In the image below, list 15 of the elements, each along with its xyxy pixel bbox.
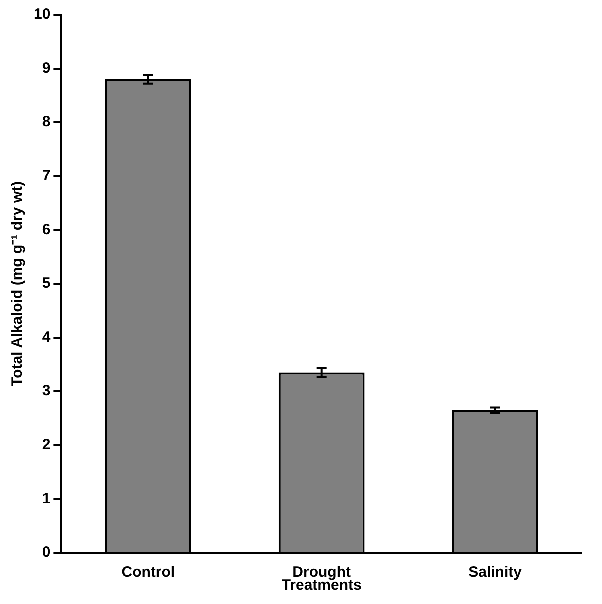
x-tick-label: Salinity bbox=[468, 564, 523, 582]
y-tick-label: 2 bbox=[42, 436, 51, 454]
y-tick-label: 4 bbox=[42, 328, 52, 346]
y-tick-label: 9 bbox=[42, 60, 51, 77]
y-tick-label: 3 bbox=[42, 382, 51, 400]
y-tick-label: 0 bbox=[42, 544, 51, 562]
y-tick-label: 6 bbox=[42, 221, 51, 238]
y-tick-label: 7 bbox=[42, 168, 51, 185]
y-axis-title: Total Alkaloid (mg g⁻¹ dry wt) bbox=[9, 182, 26, 386]
y-tick-label: 10 bbox=[34, 6, 51, 24]
x-tick-label: Drought bbox=[292, 564, 352, 582]
y-tick-label: 5 bbox=[42, 275, 51, 292]
x-tick-label: Control bbox=[122, 564, 176, 582]
y-tick-label: 8 bbox=[42, 114, 51, 131]
y-tick-label: 1 bbox=[42, 490, 51, 508]
